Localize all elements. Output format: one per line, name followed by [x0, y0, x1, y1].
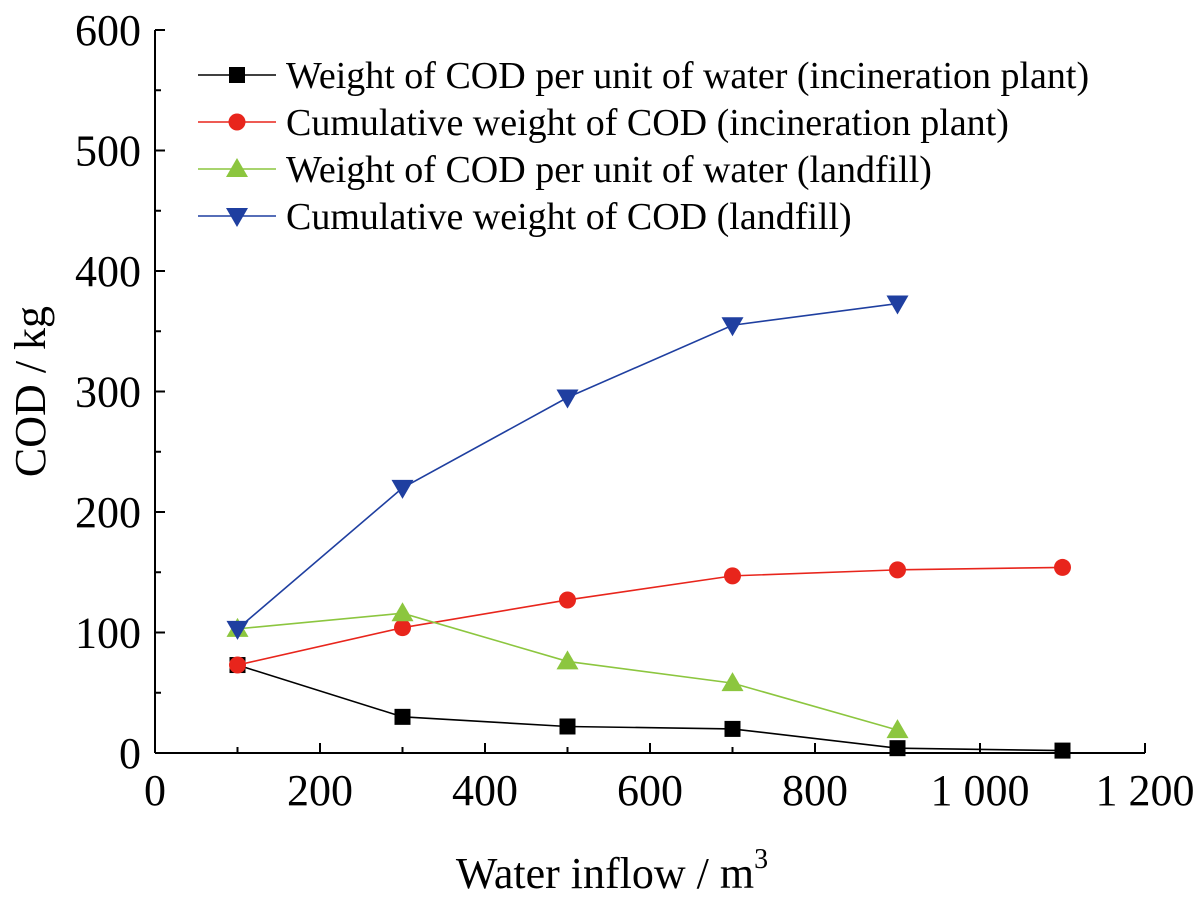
- legend-label: Weight of COD per unit of water (inciner…: [286, 55, 1089, 97]
- legend-label: Cumulative weight of COD (landfill): [286, 196, 852, 238]
- x-tick-label: 200: [287, 766, 353, 815]
- legend-marker: [226, 158, 248, 177]
- series-2-point: [559, 591, 576, 609]
- series-2-point: [229, 656, 246, 674]
- y-tick-label: 100: [75, 609, 141, 658]
- y-tick-label: 0: [119, 729, 141, 778]
- series-2-line: [237, 566, 1063, 666]
- series-4: [226, 295, 909, 640]
- x-axis-label: Water inflow / m3: [456, 844, 768, 898]
- series-2-point: [394, 619, 411, 637]
- series-1-point: [724, 720, 741, 737]
- legend-item-4: Cumulative weight of COD (landfill): [198, 196, 852, 238]
- series-3-point: [391, 602, 414, 622]
- series-2-point: [1054, 558, 1071, 576]
- series-3: [226, 602, 909, 739]
- legend-item-2: Cumulative weight of COD (incineration p…: [198, 102, 1009, 144]
- series-1-line: [237, 664, 1063, 752]
- x-tick-label: 600: [617, 766, 683, 815]
- legend-label: Cumulative weight of COD (incineration p…: [286, 102, 1009, 144]
- legend-label: Weight of COD per unit of water (landfil…: [286, 149, 932, 191]
- series-4-point: [886, 295, 909, 315]
- legend-marker: [228, 113, 246, 131]
- series-1-point: [394, 708, 411, 725]
- y-axis-label: COD / kg: [6, 306, 55, 477]
- x-tick-label: 1 200: [1096, 766, 1195, 815]
- x-tick-label: 800: [782, 766, 848, 815]
- series-2-point: [724, 567, 741, 585]
- y-tick-label: 300: [75, 368, 141, 417]
- series-4-line: [236, 302, 898, 630]
- y-tick-label: 600: [75, 6, 141, 55]
- legend-item-1: Weight of COD per unit of water (inciner…: [198, 55, 1089, 97]
- series-4-point: [721, 317, 744, 337]
- series-1-point: [559, 718, 576, 735]
- series-3-point: [886, 719, 909, 739]
- y-tick-label: 200: [75, 488, 141, 537]
- y-tick-label: 400: [75, 247, 141, 296]
- y-tick-label: 500: [75, 127, 141, 176]
- series-4-point: [391, 479, 414, 499]
- legend-item-3: Weight of COD per unit of water (landfil…: [198, 149, 932, 191]
- legend-marker: [229, 67, 245, 83]
- series-4-point: [226, 620, 249, 640]
- series-2: [229, 558, 1071, 674]
- x-tick-label: 0: [144, 766, 166, 815]
- legend-marker: [226, 208, 248, 227]
- series-3-line: [237, 612, 898, 731]
- x-tick-label: 1 000: [931, 766, 1030, 815]
- series-2-point: [889, 561, 906, 579]
- x-tick-label: 400: [452, 766, 518, 815]
- series-4-point: [556, 389, 579, 409]
- series-3-point: [556, 650, 579, 670]
- series-3-point: [721, 672, 744, 692]
